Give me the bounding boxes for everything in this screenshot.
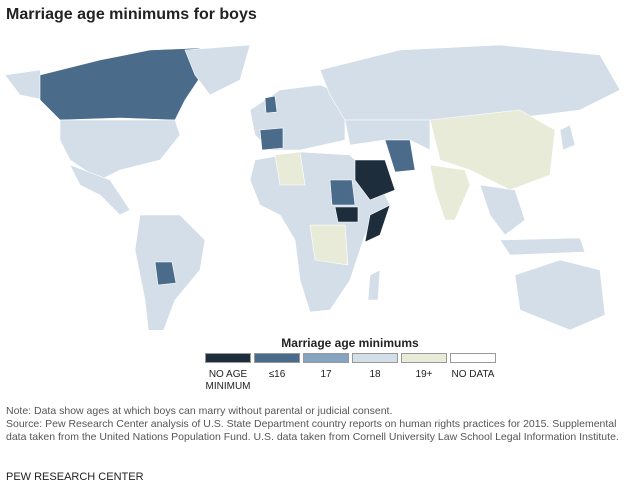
country bbox=[154, 261, 177, 286]
country bbox=[259, 127, 284, 151]
country bbox=[309, 224, 349, 266]
country bbox=[429, 109, 556, 191]
legend-swatch bbox=[254, 353, 300, 363]
legend-label: 18 bbox=[369, 369, 381, 380]
country bbox=[264, 95, 278, 114]
notes: Note: Data show ages at which boys can m… bbox=[6, 405, 621, 444]
legend-label: NO DATA bbox=[451, 369, 495, 380]
country bbox=[69, 164, 131, 216]
world-map bbox=[4, 44, 621, 330]
country bbox=[274, 151, 306, 186]
legend-swatch bbox=[450, 353, 496, 363]
country bbox=[429, 164, 471, 221]
legend-label: NO AGE MINIMUM bbox=[205, 369, 251, 392]
country bbox=[384, 139, 416, 173]
country bbox=[367, 269, 381, 301]
country bbox=[514, 259, 606, 330]
country bbox=[334, 206, 359, 223]
source-org: PEW RESEARCH CENTER bbox=[6, 471, 144, 483]
country bbox=[4, 69, 46, 101]
country bbox=[319, 44, 621, 121]
country bbox=[39, 47, 206, 121]
country bbox=[329, 179, 356, 206]
country bbox=[559, 124, 576, 151]
legend-title: Marriage age minimums bbox=[281, 336, 419, 350]
legend-swatch bbox=[401, 353, 447, 363]
country bbox=[364, 204, 391, 243]
country bbox=[184, 44, 251, 96]
legend-label: 19+ bbox=[415, 369, 433, 380]
legend-swatch bbox=[205, 353, 251, 363]
note-line: Note: Data show ages at which boys can m… bbox=[6, 405, 393, 417]
country bbox=[479, 184, 526, 236]
title: Marriage age minimums for boys bbox=[6, 6, 257, 23]
note-line: Source: Pew Research Center analysis of … bbox=[6, 418, 619, 443]
country bbox=[59, 119, 181, 181]
legend-swatch bbox=[303, 353, 349, 363]
country bbox=[499, 237, 586, 256]
legend-label: 17 bbox=[320, 369, 332, 380]
countries bbox=[4, 44, 621, 330]
country bbox=[354, 159, 396, 201]
legend-swatch bbox=[352, 353, 398, 363]
legend-label: ≤16 bbox=[268, 369, 286, 380]
